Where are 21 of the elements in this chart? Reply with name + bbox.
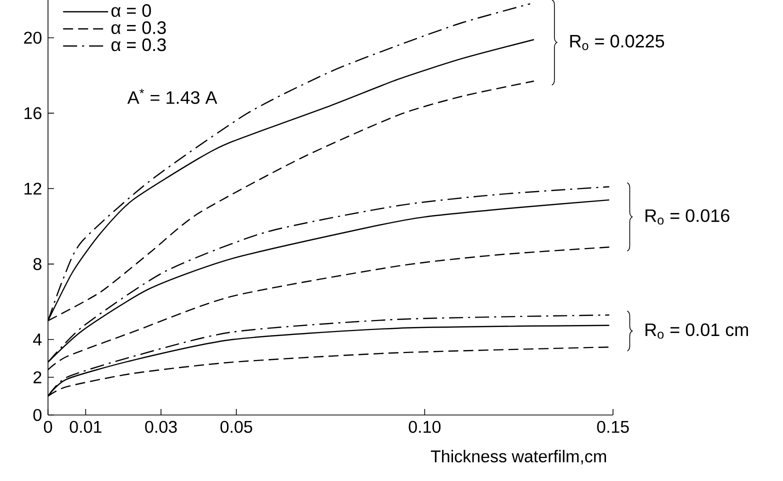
text: R$_{o}$ = 0.016 xyxy=(646,209,730,225)
legend-label: α = 0 xyxy=(111,4,151,17)
y-tick-label: 4 xyxy=(33,334,42,346)
y-tick-label: 2 xyxy=(34,371,42,384)
legend-label: α = 0.3 xyxy=(111,21,166,34)
x-tick-label: 0.10 xyxy=(408,420,441,433)
x-tick-label: 0.01 xyxy=(70,420,102,433)
x-tick-label: 0.05 xyxy=(220,420,252,433)
legend-label: α = 0.3 xyxy=(111,38,166,52)
annotation: R$_{o}$ = 0.0225 xyxy=(570,34,664,50)
annotation: A$^{*}$ = 1.43 A xyxy=(127,88,218,104)
x-tick-label: 0.15 xyxy=(597,420,629,433)
y-tick-label: 20 xyxy=(24,32,42,44)
x-tick-label: 0 xyxy=(44,420,52,433)
y-tick-label: 12 xyxy=(24,182,42,195)
x-tick-label: 0.03 xyxy=(145,420,177,433)
y-tick-label: 8 xyxy=(33,258,42,270)
x-axis-title: Thickness waterfilm,cm xyxy=(430,450,606,464)
text: R$_{o}$ = 0.01 cm xyxy=(646,323,748,339)
y-tick-label: 0 xyxy=(33,408,42,422)
y-tick-label: 16 xyxy=(24,107,42,120)
